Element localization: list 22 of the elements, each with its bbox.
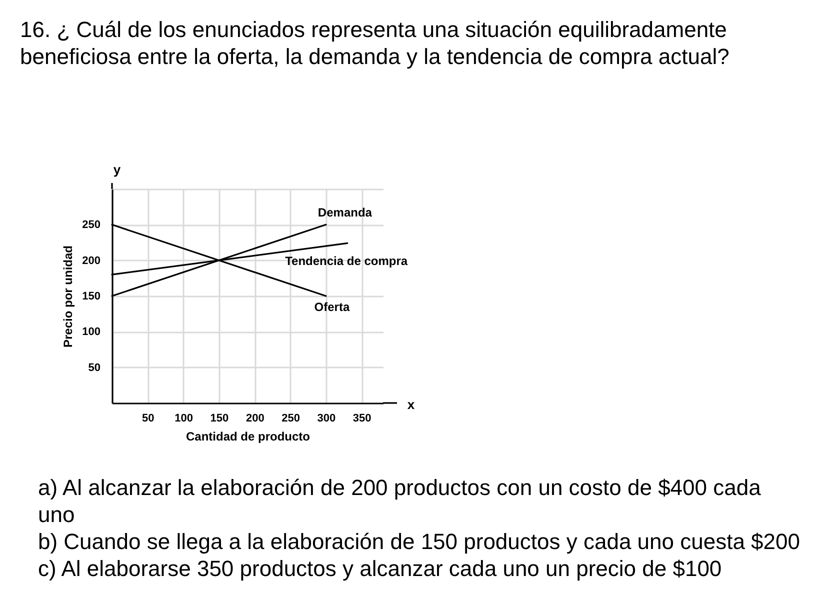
text: x [407, 397, 416, 412]
x-axis-title: Cantidad de producto [186, 430, 310, 444]
x-tick-label: 50 [142, 412, 154, 424]
x-tick-label: 250 [282, 412, 300, 424]
x-tick-label: 300 [317, 412, 336, 424]
text: y [113, 162, 122, 177]
x-tick-label: 150 [210, 412, 229, 424]
y-tick-label: 150 [82, 290, 100, 302]
x-tick-label: 350 [352, 412, 372, 424]
y-tick-label: 50 [88, 362, 100, 374]
series-label: Tendencia de compra [285, 254, 408, 268]
y-tick-label: 100 [82, 326, 100, 338]
x-tick-label: 200 [246, 412, 264, 424]
y-axis-title: Precio por unidad [61, 245, 76, 348]
y-tick-label: 250 [82, 219, 100, 232]
series-label: Oferta [314, 300, 350, 314]
series-label: Demanda [318, 206, 372, 220]
text: c) Al elaborarse 350 productos y alcanzar cada uno un precio de $100 [38, 556, 722, 581]
chart-title: 16. ¿ Cuál de los enunciados representa una situación equilibradamente beneficiosa entre la oferta, la demanda y la tendencia de compra actual? [20, 17, 730, 69]
text: b) Cuando se llega a la elaboración de 150 productos y cada uno cuesta $200 [38, 529, 800, 554]
y-tick-label: 200 [82, 254, 100, 267]
x-tick-label: 100 [174, 412, 193, 424]
